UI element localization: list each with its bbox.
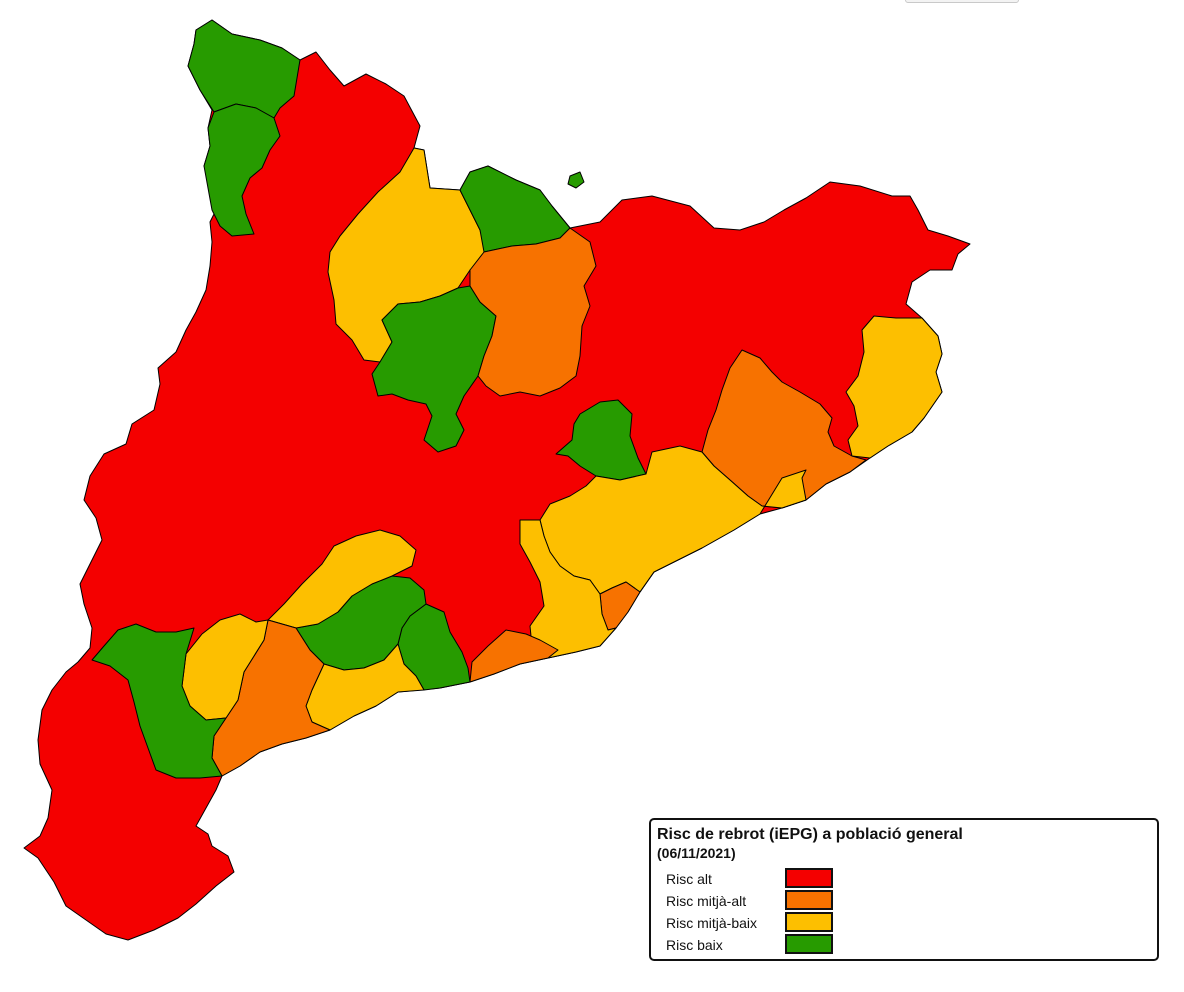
legend-label: Risc alt (666, 871, 712, 887)
legend-label: Risc mitjà-alt (666, 893, 747, 909)
legend-title: Risc de rebrot (iEPG) a població general (657, 826, 963, 843)
region-garraf[interactable] (469, 629, 559, 683)
region-enclave-llivia[interactable] (567, 171, 585, 189)
legend-item-risc-alt: Risc alt (657, 868, 1151, 890)
map-control-button[interactable] (905, 0, 1019, 3)
region-val-aran[interactable] (187, 19, 301, 119)
legend-item-risc-mitja-baix: Risc mitjà-baix (657, 912, 1151, 934)
legend-swatch (785, 934, 833, 954)
legend-label: Risc mitjà-baix (666, 915, 758, 931)
legend-date: (06/11/2021) (657, 845, 736, 861)
region-baix-llobregat[interactable] (519, 519, 617, 659)
region-bergueda[interactable] (469, 227, 597, 397)
region-alta-ribagorca[interactable] (203, 103, 281, 237)
legend-swatch (785, 912, 833, 932)
region-ribera-ebre[interactable] (91, 623, 227, 779)
map-legend: Risc de rebrot (iEPG) a població general… (649, 818, 1159, 961)
region-baix-emporda[interactable] (845, 315, 943, 459)
legend-label: Risc baix (666, 937, 723, 953)
region-segarra-urgell[interactable] (267, 529, 417, 629)
legend-swatch (785, 868, 833, 888)
legend-item-risc-baix: Risc baix (657, 934, 1151, 956)
legend-item-risc-mitja-alt: Risc mitjà-alt (657, 890, 1151, 912)
region-selva[interactable] (701, 349, 867, 509)
legend-swatch (785, 890, 833, 910)
